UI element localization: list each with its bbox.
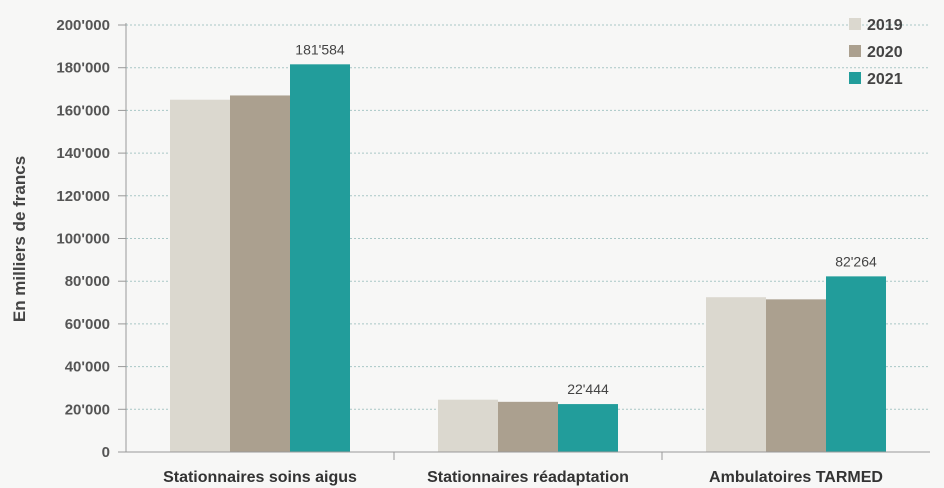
axes <box>118 23 930 460</box>
bar-2019-1 <box>170 99 230 452</box>
y-tick-label: 40'000 <box>65 359 110 376</box>
bar-2020-3 <box>766 299 826 452</box>
legend-label: 2019 <box>867 17 903 34</box>
data-label: 181'584 <box>295 41 345 57</box>
bar-2021-2 <box>558 404 618 452</box>
bars <box>170 64 886 452</box>
bar-2020-2 <box>498 401 558 452</box>
legend-swatch-2021 <box>849 72 861 84</box>
legend-swatch-2020 <box>849 45 861 57</box>
y-tick-label: 140'000 <box>56 145 110 162</box>
y-tick-label: 200'000 <box>56 17 110 34</box>
y-axis-label: En milliers de francs <box>10 156 29 322</box>
labels: 0 20'000 40'000 60'000 80'000 100'000 120'000 1… <box>56 17 883 486</box>
bar-2019-3 <box>706 297 766 452</box>
legend: 2019 2020 2021 <box>849 17 903 88</box>
legend-swatch-2019 <box>849 18 861 30</box>
y-tick-label: 120'000 <box>56 188 110 205</box>
bar-2021-1 <box>290 64 350 452</box>
y-tick-label: 0 <box>102 444 110 461</box>
data-label: 22'444 <box>567 381 609 397</box>
y-tick-label: 100'000 <box>56 231 110 248</box>
y-tick-label: 60'000 <box>65 316 110 333</box>
y-tick-label: 180'000 <box>56 60 110 77</box>
y-tick-label: 20'000 <box>65 401 110 418</box>
legend-label: 2020 <box>867 44 903 61</box>
y-tick-label: 80'000 <box>65 273 110 290</box>
bar-2021-3 <box>826 276 886 452</box>
category-label: Stationnaires soins aigus <box>163 469 357 486</box>
category-label: Ambulatoires TARMED <box>709 469 883 486</box>
y-tick-label: 160'000 <box>56 102 110 119</box>
category-label: Stationnaires réadaptation <box>427 469 629 486</box>
bar-2020-1 <box>230 95 290 452</box>
legend-label: 2021 <box>867 71 903 88</box>
data-label: 82'264 <box>835 253 877 269</box>
bar-2019-2 <box>438 399 498 452</box>
